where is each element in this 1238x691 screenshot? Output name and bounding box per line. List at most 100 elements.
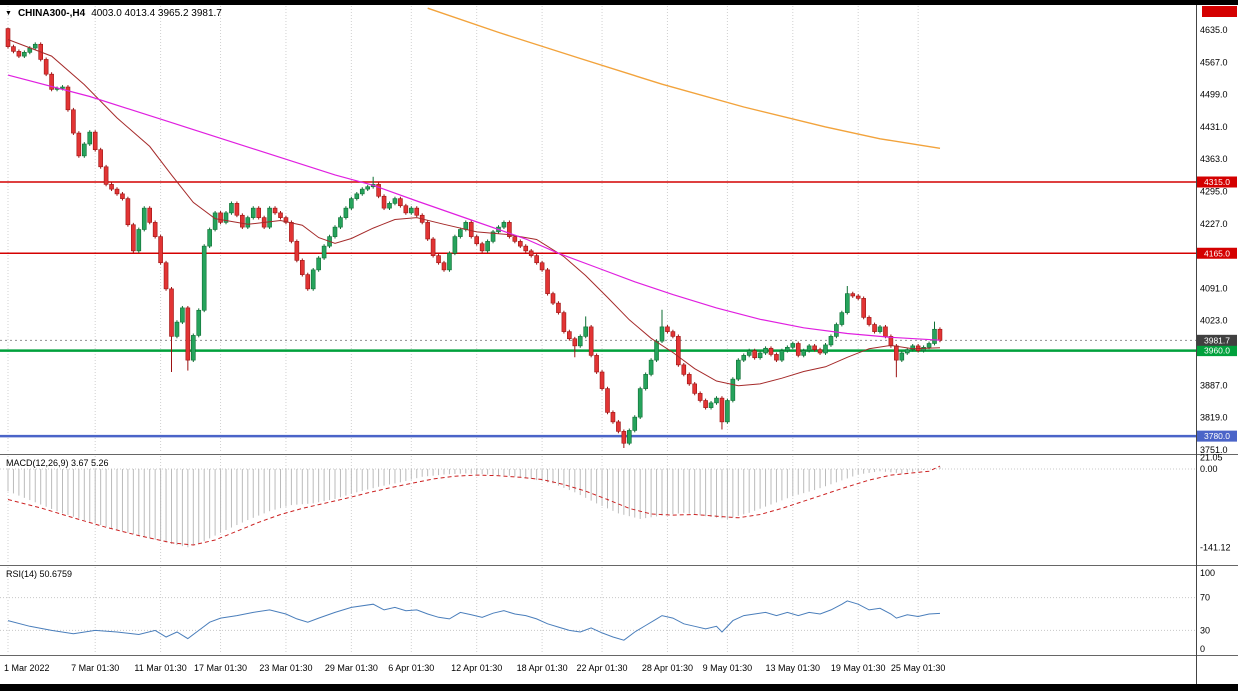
svg-text:4165.0: 4165.0 bbox=[1204, 248, 1230, 258]
moving-average-mid-magenta bbox=[7, 74, 941, 341]
macd-histogram bbox=[7, 466, 941, 548]
candle-body bbox=[594, 355, 599, 373]
candle-body bbox=[501, 222, 507, 228]
price-badge: 3780.0 bbox=[1197, 430, 1237, 442]
candle-body bbox=[735, 359, 741, 380]
time-axis-labels: 1 Mar 2022 7 Mar 01:30 11 Mar 01:30 17 Mar … bbox=[4, 663, 945, 673]
candle-body bbox=[278, 212, 283, 218]
svg-text:3751.0: 3751.0 bbox=[1200, 445, 1228, 455]
candle-body bbox=[474, 236, 480, 245]
ohlc-values: 4003.0 4013.4 3965.2 3981.7 bbox=[91, 8, 222, 19]
candle-body bbox=[801, 350, 807, 356]
candle-body bbox=[403, 205, 409, 214]
candle-body bbox=[795, 343, 801, 356]
candle-body bbox=[240, 214, 245, 228]
candle-body bbox=[599, 371, 605, 389]
svg-text:11 Mar 01:30: 11 Mar 01:30 bbox=[134, 663, 186, 673]
candle-body bbox=[921, 346, 926, 351]
candle-body bbox=[82, 143, 87, 157]
svg-text:4227.0: 4227.0 bbox=[1200, 219, 1228, 229]
candle-body bbox=[349, 198, 354, 209]
candle-body bbox=[468, 222, 474, 237]
candle-body bbox=[823, 344, 828, 354]
candle-body bbox=[158, 236, 163, 264]
candle-body bbox=[316, 257, 321, 271]
candle-body bbox=[338, 217, 343, 228]
candle-body bbox=[408, 207, 414, 214]
offscreen-price-badge bbox=[1202, 6, 1237, 17]
candle-body bbox=[267, 207, 272, 228]
candle-body bbox=[932, 328, 937, 344]
candle-body bbox=[605, 388, 610, 413]
price-badge: 3981.7 bbox=[1197, 334, 1237, 346]
candle-body bbox=[185, 307, 191, 361]
rsi-label: RSI(14) 50.6759 bbox=[6, 569, 73, 579]
candle-body bbox=[834, 324, 839, 337]
candle-body bbox=[299, 260, 305, 275]
candle-body bbox=[512, 236, 518, 242]
candle-body bbox=[697, 393, 703, 401]
candle-body bbox=[670, 331, 676, 337]
svg-text:13 May 01:30: 13 May 01:30 bbox=[766, 663, 821, 673]
candle-body bbox=[659, 326, 665, 342]
candle-body bbox=[872, 324, 877, 332]
svg-text:0.00: 0.00 bbox=[1200, 464, 1218, 474]
candle-body bbox=[703, 400, 708, 408]
candle-body bbox=[365, 186, 371, 190]
candle-body bbox=[654, 340, 659, 361]
gridlines bbox=[7, 6, 919, 653]
svg-text:4091.0: 4091.0 bbox=[1200, 283, 1228, 293]
svg-text:3819.0: 3819.0 bbox=[1200, 413, 1228, 423]
candle-body bbox=[763, 347, 768, 354]
svg-text:23 Mar 01:30: 23 Mar 01:30 bbox=[259, 663, 312, 673]
window-top-edge bbox=[0, 0, 1238, 5]
candle-body bbox=[665, 326, 670, 332]
rsi-line bbox=[7, 600, 941, 641]
svg-text:12 Apr 01:30: 12 Apr 01:30 bbox=[451, 663, 502, 673]
candle-body bbox=[223, 212, 229, 223]
candle-body bbox=[746, 350, 752, 356]
candle-body bbox=[817, 349, 823, 354]
svg-text:100: 100 bbox=[1200, 568, 1215, 578]
candle-body bbox=[212, 212, 218, 230]
candle-body bbox=[463, 222, 469, 230]
candle-body bbox=[436, 255, 441, 264]
candle-body bbox=[32, 43, 38, 49]
candle-body bbox=[572, 338, 578, 347]
macd-label: MACD(12,26,9) 3.67 5.26 bbox=[6, 458, 109, 468]
svg-text:0: 0 bbox=[1200, 644, 1205, 654]
candle-body bbox=[866, 317, 872, 325]
svg-text:19 May 01:30: 19 May 01:30 bbox=[831, 663, 886, 673]
candle-body bbox=[545, 269, 550, 294]
candle-body bbox=[87, 131, 93, 145]
candle-body bbox=[152, 222, 158, 237]
price-badge: 3960.0 bbox=[1197, 345, 1237, 357]
candle-body bbox=[904, 349, 910, 354]
svg-text:4567.0: 4567.0 bbox=[1200, 57, 1228, 67]
svg-text:3780.0: 3780.0 bbox=[1204, 431, 1230, 441]
candle-body bbox=[643, 374, 648, 389]
candle-body bbox=[719, 397, 725, 423]
candle-body bbox=[485, 241, 490, 252]
moving-average-fast-red bbox=[7, 39, 941, 387]
candle-body bbox=[191, 335, 196, 361]
price-axis-labels: 4635.0 4567.0 4499.0 4431.0 4363.0 4295.0 4227… bbox=[1200, 25, 1231, 654]
candle-body bbox=[359, 188, 365, 195]
candle-body bbox=[681, 364, 687, 375]
candle-body bbox=[289, 222, 294, 242]
candle-body bbox=[676, 336, 681, 366]
candle-body bbox=[98, 149, 103, 168]
candle-body bbox=[174, 321, 180, 337]
candle-body bbox=[686, 374, 692, 385]
candle-body bbox=[926, 343, 932, 348]
chart-title: ▼ CHINA300-,H4 4003.0 4013.4 3965.2 3981… bbox=[5, 8, 222, 19]
candle-body bbox=[125, 198, 131, 226]
svg-text:1 Mar 2022: 1 Mar 2022 bbox=[4, 663, 50, 673]
candle-body bbox=[234, 203, 240, 216]
candle-body bbox=[539, 262, 545, 271]
candle-body bbox=[136, 229, 142, 252]
candle-body bbox=[43, 59, 49, 75]
candle-body bbox=[567, 331, 572, 340]
candle-body bbox=[163, 262, 169, 290]
